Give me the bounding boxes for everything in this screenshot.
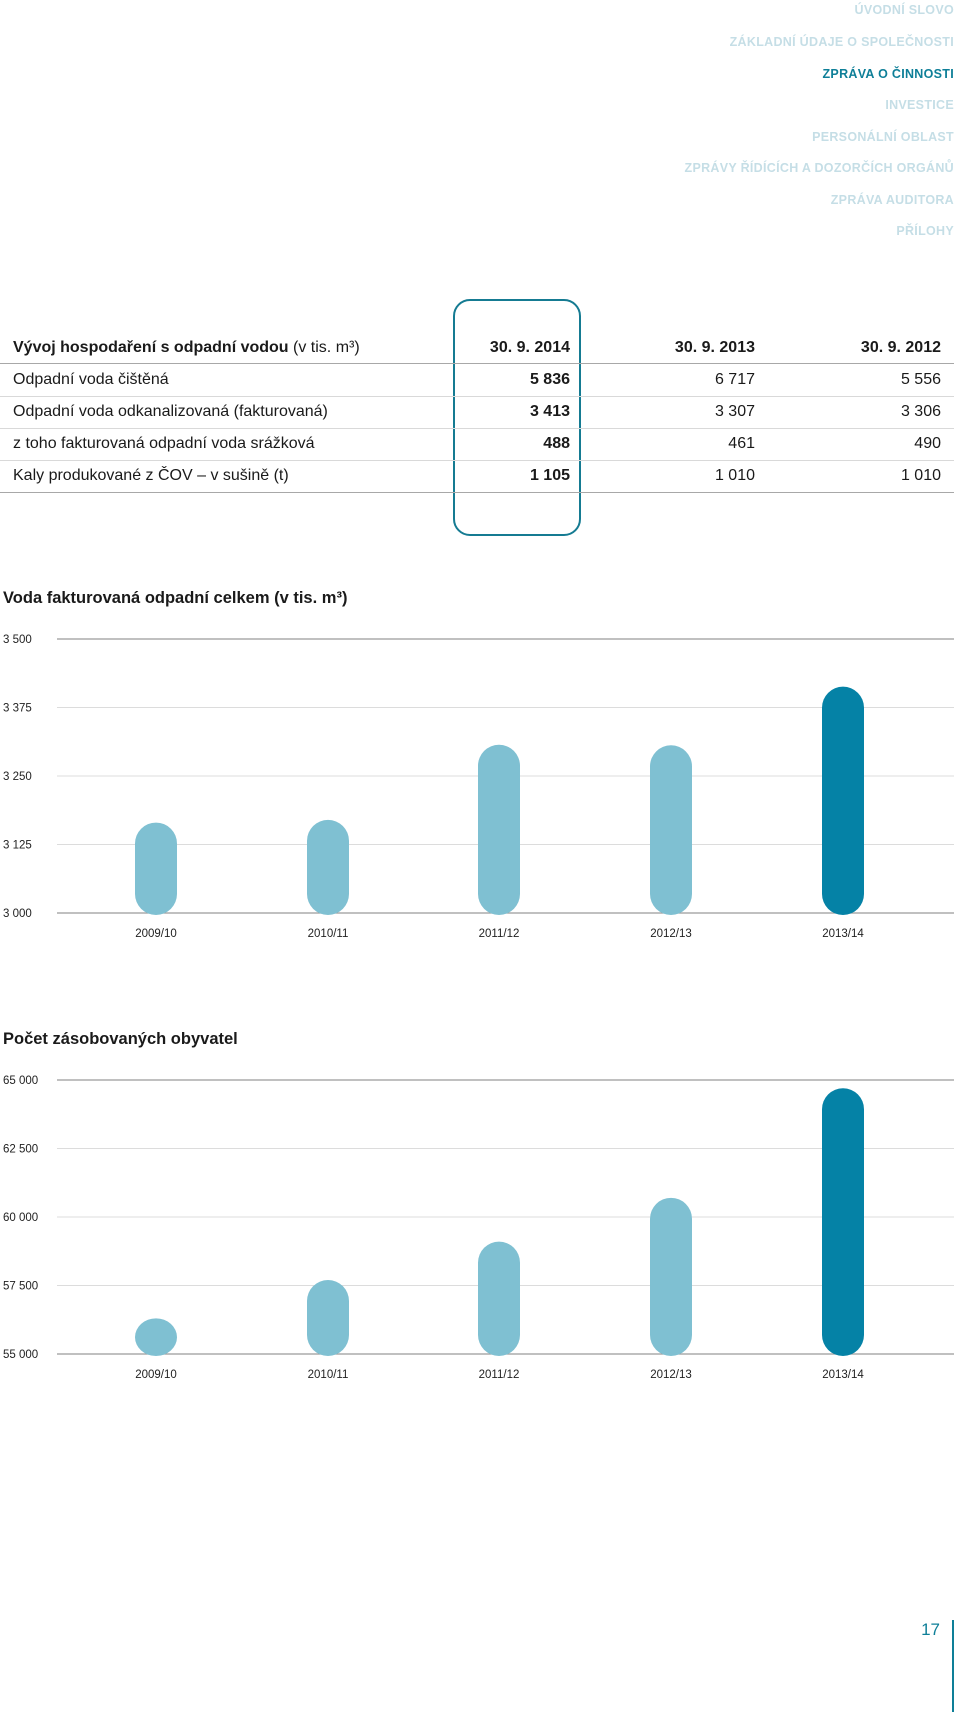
y-tick-label: 65 000 — [3, 1075, 38, 1087]
bar-2011-12 — [478, 744, 520, 915]
bar-2009-10 — [135, 822, 177, 915]
table-title: Vývoj hospodaření s odpadní vodou (v tis… — [13, 339, 360, 356]
x-tick-label: 2010/11 — [308, 1369, 349, 1381]
table-row: Odpadní voda čištěná 5 836 6 717 5 556 — [0, 365, 954, 397]
x-tick-label: 2013/14 — [822, 1369, 864, 1381]
bar-2013-14 — [822, 686, 864, 915]
nav-item-zpravy-organu[interactable]: ZPRÁVY ŘÍDÍCÍCH A DOZORČÍCH ORGÁNŮ — [684, 161, 954, 175]
bar-2010-11 — [307, 1280, 349, 1356]
y-tick-label: 57 500 — [3, 1281, 38, 1293]
y-tick-label: 60 000 — [3, 1212, 38, 1224]
row-label: Odpadní voda odkanalizovaná (fakturovaná… — [13, 403, 328, 420]
y-tick-label: 3 250 — [3, 771, 32, 783]
bar-2012-13 — [650, 1197, 692, 1356]
cell-2013: 3 307 — [714, 403, 755, 420]
x-tick-label: 2012/13 — [650, 1369, 692, 1381]
cell-2013: 461 — [728, 435, 755, 452]
bar-2010-11 — [307, 819, 349, 915]
current-year-highlight — [453, 299, 581, 536]
cell-2014: 1 105 — [529, 467, 570, 484]
cell-2012: 5 556 — [900, 371, 941, 388]
chart-1-title: Voda fakturovaná odpadní celkem (v tis. … — [3, 589, 348, 607]
x-tick-label: 2009/10 — [135, 928, 177, 940]
x-tick-label: 2011/12 — [479, 928, 520, 940]
nav-item-zakladni-udaje[interactable]: ZÁKLADNÍ ÚDAJE O SPOLEČNOSTI — [729, 35, 954, 49]
nav-item-investice[interactable]: INVESTICE — [885, 98, 954, 112]
row-label: z toho fakturovaná odpadní voda srážková — [13, 435, 315, 452]
cell-2012: 490 — [914, 435, 941, 452]
cell-2012: 3 306 — [900, 403, 941, 420]
bar-2011-12 — [478, 1241, 520, 1356]
bar-2009-10 — [135, 1318, 177, 1356]
chart-2-title: Počet zásobovaných obyvatel — [3, 1030, 238, 1048]
cell-2013: 1 010 — [714, 467, 755, 484]
nav-item-zprava-o-cinnosti[interactable]: ZPRÁVA O ČINNOSTI — [822, 67, 954, 81]
nav-item-personalni-oblast[interactable]: PERSONÁLNÍ OBLAST — [812, 130, 954, 144]
y-tick-label: 3 000 — [3, 908, 32, 920]
bar-2013-14 — [822, 1088, 864, 1356]
cell-2013: 6 717 — [714, 371, 755, 388]
header-2012: 30. 9. 2012 — [860, 339, 941, 356]
y-tick-label: 55 000 — [3, 1349, 38, 1361]
table-row: Kaly produkované z ČOV – v sušině (t) 1 … — [0, 461, 954, 493]
y-tick-label: 3 125 — [3, 840, 32, 852]
x-tick-label: 2013/14 — [822, 928, 864, 940]
header-2014: 30. 9. 2014 — [489, 339, 570, 356]
table-header: Vývoj hospodaření s odpadní vodou (v tis… — [0, 333, 954, 364]
bar-2012-13 — [650, 745, 692, 915]
chart-2-supplied-population: 55 000 57 500 60 000 62 500 65 000 2009/10 201… — [3, 1075, 954, 1381]
x-tick-label: 2012/13 — [650, 928, 692, 940]
table-row: Odpadní voda odkanalizovaná (fakturovaná… — [0, 397, 954, 429]
chart-1-billed-wastewater: 3 000 3 125 3 250 3 375 3 500 2009/10 2010/11 2… — [3, 634, 954, 940]
x-tick-label: 2010/11 — [308, 928, 349, 940]
y-tick-label: 3 500 — [3, 634, 32, 646]
cell-2014: 5 836 — [529, 371, 570, 388]
row-label: Odpadní voda čištěná — [13, 371, 169, 388]
x-tick-label: 2009/10 — [135, 1369, 177, 1381]
table-row: z toho fakturovaná odpadní voda srážková… — [0, 429, 954, 461]
nav-item-prilohy[interactable]: PŘÍLOHY — [896, 224, 954, 238]
page-number-rule — [952, 1620, 954, 1712]
cell-2014: 488 — [543, 435, 570, 452]
y-tick-label: 62 500 — [3, 1144, 38, 1156]
x-tick-label: 2011/12 — [479, 1369, 520, 1381]
nav-item-zprava-auditora[interactable]: ZPRÁVA AUDITORA — [830, 193, 954, 207]
cell-2012: 1 010 — [900, 467, 941, 484]
cell-2014: 3 413 — [529, 403, 570, 420]
header-2013: 30. 9. 2013 — [674, 339, 755, 356]
y-tick-label: 3 375 — [3, 703, 32, 715]
nav-item-uvodni-slovo[interactable]: ÚVODNÍ SLOVO — [854, 3, 954, 17]
row-label: Kaly produkované z ČOV – v sušině (t) — [13, 467, 289, 484]
page-number: 17 — [921, 1620, 940, 1639]
